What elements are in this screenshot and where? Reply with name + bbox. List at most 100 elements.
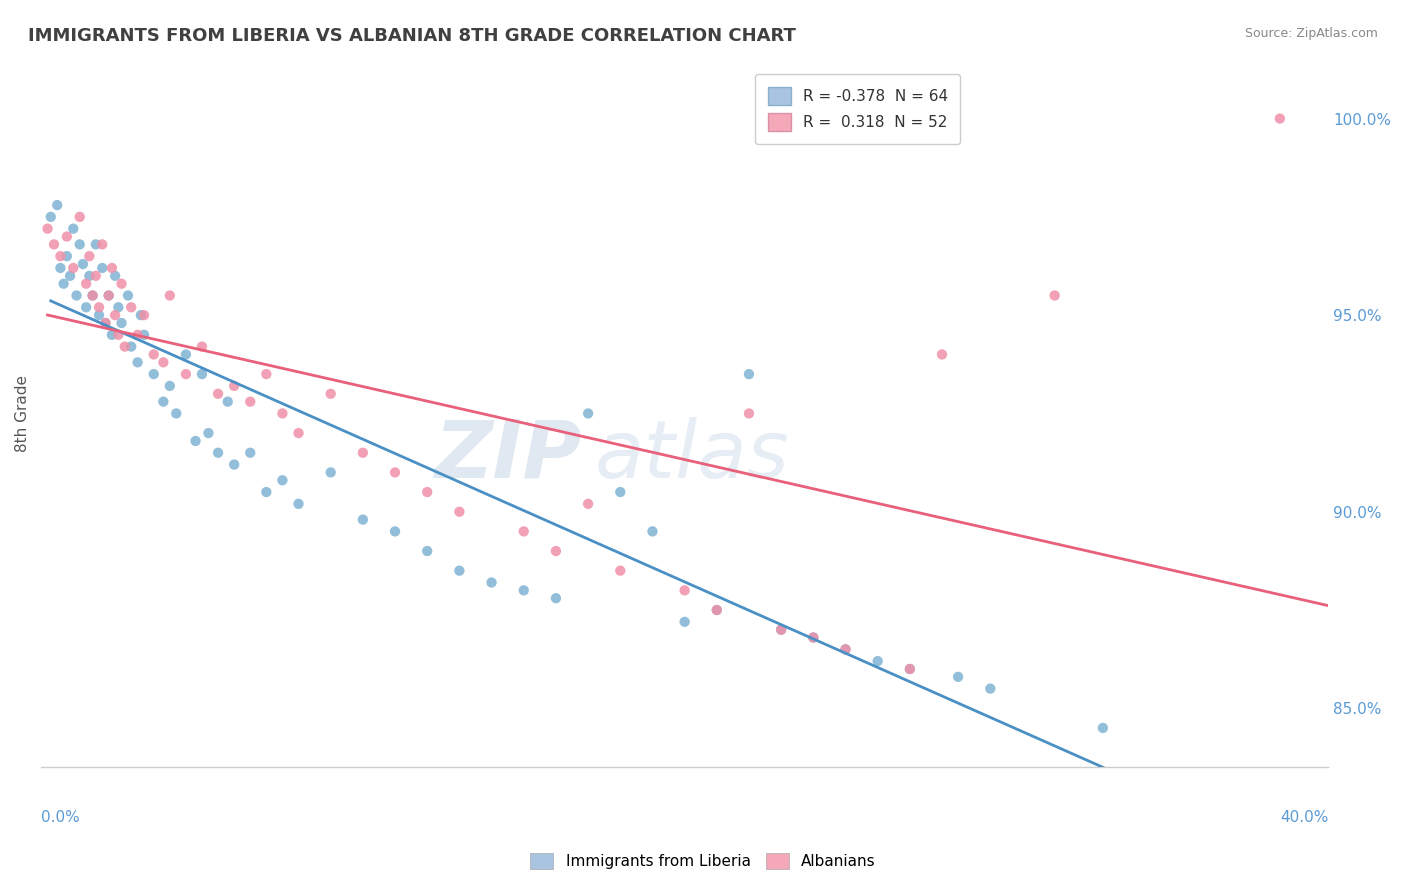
- Point: [239, 446, 262, 460]
- Text: Source: ZipAtlas.com: Source: ZipAtlas.com: [1244, 27, 1378, 40]
- Text: 40.0%: 40.0%: [1279, 810, 1329, 825]
- Point: [79, 268, 101, 283]
- Point: [87, 308, 110, 322]
- Point: [132, 308, 155, 322]
- Legend: Immigrants from Liberia, Albanians: Immigrants from Liberia, Albanians: [524, 847, 882, 875]
- Point: [62, 221, 84, 235]
- Point: [770, 623, 793, 637]
- Point: [82, 288, 104, 302]
- Point: [946, 670, 969, 684]
- Point: [384, 466, 406, 480]
- Point: [898, 662, 921, 676]
- Point: [87, 300, 110, 314]
- Point: [673, 615, 696, 629]
- Point: [49, 260, 72, 275]
- Point: [127, 327, 149, 342]
- Text: IMMIGRANTS FROM LIBERIA VS ALBANIAN 8TH GRADE CORRELATION CHART: IMMIGRANTS FROM LIBERIA VS ALBANIAN 8TH …: [28, 27, 796, 45]
- Point: [94, 316, 117, 330]
- Point: [207, 386, 229, 401]
- Point: [254, 367, 277, 381]
- Point: [75, 277, 97, 291]
- Point: [1043, 288, 1066, 302]
- Point: [56, 229, 79, 244]
- Y-axis label: 8th Grade: 8th Grade: [15, 375, 30, 452]
- Point: [107, 300, 129, 314]
- Point: [609, 485, 631, 500]
- Point: [165, 406, 187, 420]
- Text: 0.0%: 0.0%: [41, 810, 80, 825]
- Text: ZIP: ZIP: [434, 417, 582, 495]
- Point: [42, 237, 65, 252]
- Point: [931, 347, 953, 361]
- Point: [79, 249, 101, 263]
- Point: [544, 544, 567, 558]
- Point: [271, 473, 294, 487]
- Point: [287, 426, 309, 441]
- Point: [801, 631, 824, 645]
- Point: [544, 591, 567, 606]
- Point: [834, 642, 856, 657]
- Point: [91, 237, 114, 252]
- Point: [97, 288, 120, 302]
- Text: atlas: atlas: [595, 417, 789, 495]
- Point: [152, 355, 174, 369]
- Point: [174, 367, 197, 381]
- Point: [609, 564, 631, 578]
- Point: [738, 367, 761, 381]
- Point: [197, 426, 219, 441]
- Point: [91, 260, 114, 275]
- Legend: R = -0.378  N = 64, R =  0.318  N = 52: R = -0.378 N = 64, R = 0.318 N = 52: [755, 74, 960, 144]
- Point: [641, 524, 664, 539]
- Point: [706, 603, 728, 617]
- Point: [416, 544, 439, 558]
- Point: [104, 308, 127, 322]
- Point: [72, 257, 94, 271]
- Point: [706, 603, 728, 617]
- Point: [866, 654, 889, 668]
- Point: [174, 347, 197, 361]
- Point: [132, 327, 155, 342]
- Point: [191, 340, 214, 354]
- Point: [738, 406, 761, 420]
- Point: [239, 394, 262, 409]
- Point: [834, 642, 856, 657]
- Point: [449, 564, 471, 578]
- Point: [129, 308, 152, 322]
- Point: [69, 237, 91, 252]
- Point: [84, 268, 107, 283]
- Point: [142, 347, 165, 361]
- Point: [770, 623, 793, 637]
- Point: [69, 210, 91, 224]
- Point: [898, 662, 921, 676]
- Point: [107, 327, 129, 342]
- Point: [127, 355, 149, 369]
- Point: [513, 583, 536, 598]
- Point: [224, 458, 246, 472]
- Point: [352, 446, 374, 460]
- Point: [319, 466, 342, 480]
- Point: [94, 316, 117, 330]
- Point: [52, 277, 75, 291]
- Point: [110, 277, 132, 291]
- Point: [39, 210, 62, 224]
- Point: [801, 631, 824, 645]
- Point: [65, 288, 87, 302]
- Point: [287, 497, 309, 511]
- Point: [104, 268, 127, 283]
- Point: [319, 386, 342, 401]
- Point: [117, 288, 139, 302]
- Point: [110, 316, 132, 330]
- Point: [673, 583, 696, 598]
- Point: [97, 288, 120, 302]
- Point: [271, 406, 294, 420]
- Point: [384, 524, 406, 539]
- Point: [101, 260, 124, 275]
- Point: [513, 524, 536, 539]
- Point: [481, 575, 503, 590]
- Point: [46, 198, 69, 212]
- Point: [224, 379, 246, 393]
- Point: [207, 446, 229, 460]
- Point: [120, 300, 142, 314]
- Point: [101, 327, 124, 342]
- Point: [576, 497, 599, 511]
